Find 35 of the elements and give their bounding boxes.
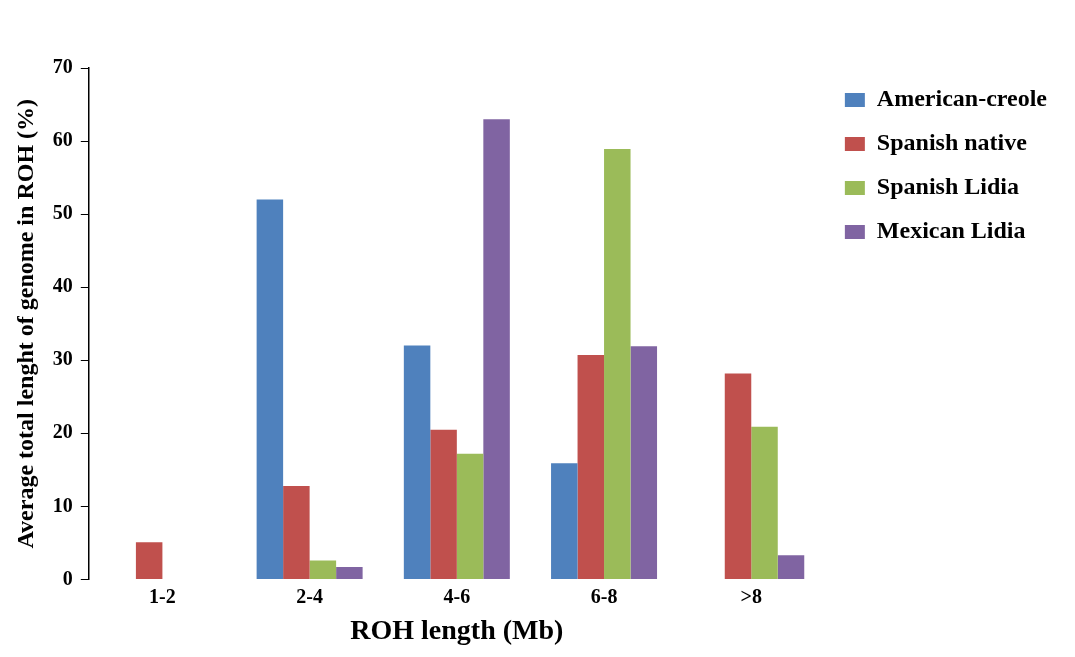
bar	[751, 426, 778, 579]
bar	[483, 119, 510, 579]
bar	[135, 542, 163, 579]
y-axis-title: Average total lenght of genome in ROH (%)	[11, 98, 38, 549]
bar	[283, 485, 310, 579]
y-tick-label: 50	[52, 201, 73, 224]
bar	[309, 560, 337, 579]
x-tick-label: >8	[740, 584, 762, 607]
bar	[604, 149, 631, 579]
legend-label: American-creole	[876, 85, 1048, 112]
x-tick-label: 6-8	[590, 584, 618, 607]
bar	[630, 346, 658, 579]
bar	[336, 566, 363, 579]
legend-label: Spanish Lidia	[876, 173, 1019, 200]
bar	[430, 429, 457, 579]
bar	[724, 373, 752, 579]
y-tick-label: 10	[52, 493, 73, 516]
x-tick-label: 2-4	[296, 584, 323, 607]
y-tick-label: 40	[52, 274, 73, 297]
legend-label: Spanish native	[876, 129, 1028, 156]
x-tick-label: 4-6	[443, 584, 471, 607]
y-tick-label: 20	[52, 420, 73, 443]
bar	[256, 199, 284, 579]
bar	[577, 355, 605, 579]
bar	[551, 463, 578, 579]
bar	[777, 555, 805, 579]
y-tick-label: 60	[52, 128, 73, 151]
bar	[456, 453, 484, 579]
x-axis-title: ROH length (Mb)	[350, 614, 564, 646]
x-tick-label: 1-2	[149, 584, 176, 607]
legend-label: Mexican Lidia	[876, 217, 1026, 244]
bar	[403, 345, 431, 579]
y-tick-label: 30	[52, 347, 73, 370]
y-tick-label: 70	[52, 55, 73, 78]
y-tick-label: 0	[62, 566, 73, 589]
